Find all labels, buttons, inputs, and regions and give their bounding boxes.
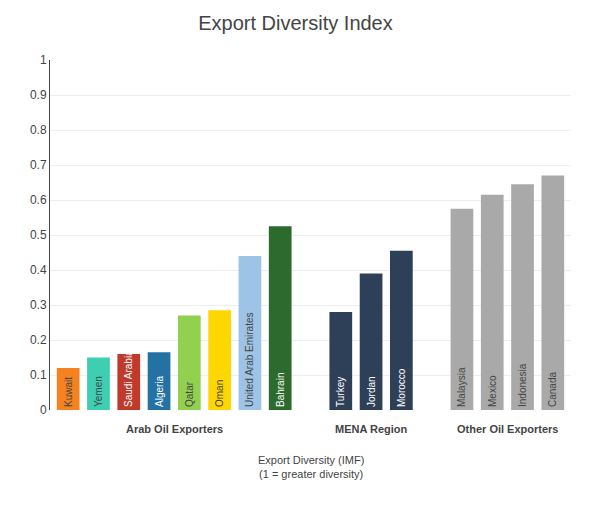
- svg-text:1: 1: [40, 53, 47, 67]
- svg-text:Oman: Oman: [214, 380, 225, 407]
- svg-text:0.3: 0.3: [30, 298, 47, 312]
- svg-text:0.9: 0.9: [30, 88, 47, 102]
- svg-text:0.6: 0.6: [30, 193, 47, 207]
- svg-text:0.2: 0.2: [30, 333, 47, 347]
- svg-text:Arab Oil Exporters: Arab Oil Exporters: [126, 423, 223, 435]
- svg-text:MENA Region: MENA Region: [335, 423, 408, 435]
- svg-text:Canada: Canada: [547, 372, 558, 407]
- svg-text:0.8: 0.8: [30, 123, 47, 137]
- svg-text:Export Diversity (IMF)(1 = gre: Export Diversity (IMF)(1 = greater diver…: [258, 454, 364, 480]
- svg-text:United Arab Emirates: United Arab Emirates: [244, 313, 255, 408]
- svg-text:Turkey: Turkey: [335, 377, 346, 407]
- svg-text:Saudi Arabia: Saudi Arabia: [123, 350, 134, 407]
- svg-text:0.4: 0.4: [30, 263, 47, 277]
- svg-text:0.7: 0.7: [30, 158, 47, 172]
- svg-text:0.1: 0.1: [30, 368, 47, 382]
- svg-text:Algeria: Algeria: [154, 375, 165, 407]
- svg-text:0: 0: [40, 403, 47, 417]
- svg-text:Export Diversity Index: Export Diversity Index: [198, 12, 393, 34]
- svg-text:Malaysia: Malaysia: [456, 367, 467, 407]
- svg-text:Jordan: Jordan: [366, 376, 377, 407]
- svg-text:Mexico: Mexico: [487, 375, 498, 407]
- svg-text:Other Oil Exporters: Other Oil Exporters: [457, 423, 558, 435]
- svg-text:Yemen: Yemen: [93, 376, 104, 407]
- svg-text:Bahrain: Bahrain: [275, 373, 286, 407]
- svg-text:Kuwait: Kuwait: [63, 377, 74, 407]
- svg-text:0.5: 0.5: [30, 228, 47, 242]
- svg-text:Qatar: Qatar: [184, 381, 195, 407]
- svg-text:Morocco: Morocco: [396, 368, 407, 407]
- svg-text:Indonesia: Indonesia: [517, 363, 528, 407]
